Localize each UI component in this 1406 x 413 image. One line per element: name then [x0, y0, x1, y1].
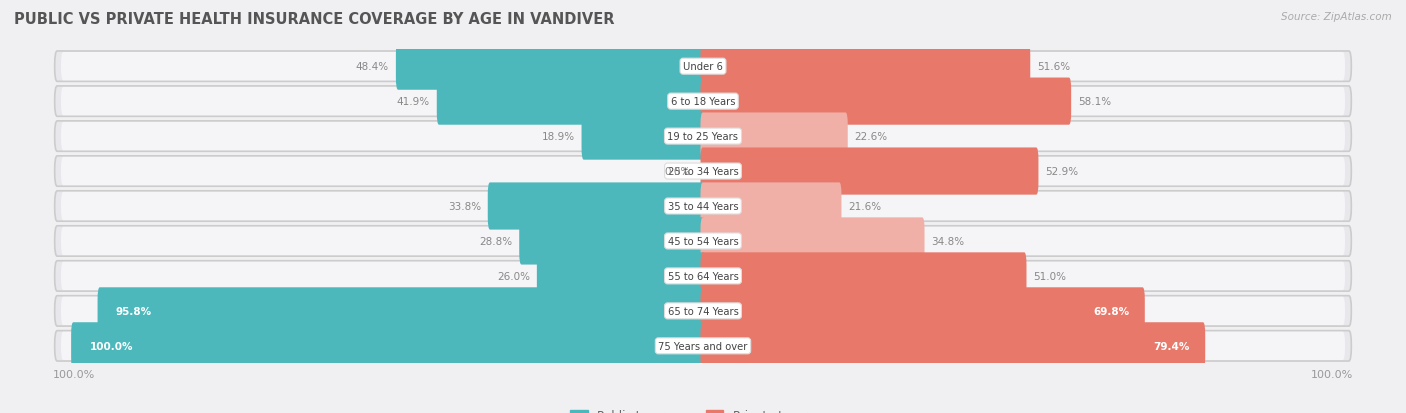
Text: 26.0%: 26.0% — [496, 271, 530, 281]
FancyBboxPatch shape — [55, 296, 1351, 326]
FancyBboxPatch shape — [55, 331, 1351, 361]
Text: 51.0%: 51.0% — [1033, 271, 1066, 281]
Text: 18.9%: 18.9% — [541, 132, 575, 142]
Text: 100.0%: 100.0% — [90, 341, 134, 351]
Text: 65 to 74 Years: 65 to 74 Years — [668, 306, 738, 316]
FancyBboxPatch shape — [396, 43, 706, 90]
FancyBboxPatch shape — [700, 253, 1026, 300]
Text: Source: ZipAtlas.com: Source: ZipAtlas.com — [1281, 12, 1392, 22]
FancyBboxPatch shape — [437, 78, 706, 126]
FancyBboxPatch shape — [55, 261, 1351, 292]
Text: 0.0%: 0.0% — [664, 166, 690, 177]
Text: 79.4%: 79.4% — [1154, 341, 1189, 351]
FancyBboxPatch shape — [519, 218, 706, 265]
FancyBboxPatch shape — [60, 123, 1346, 151]
Text: PUBLIC VS PRIVATE HEALTH INSURANCE COVERAGE BY AGE IN VANDIVER: PUBLIC VS PRIVATE HEALTH INSURANCE COVER… — [14, 12, 614, 27]
FancyBboxPatch shape — [55, 157, 1351, 187]
Text: 41.9%: 41.9% — [396, 97, 430, 107]
FancyBboxPatch shape — [700, 183, 841, 230]
FancyBboxPatch shape — [60, 192, 1346, 221]
FancyBboxPatch shape — [55, 52, 1351, 82]
FancyBboxPatch shape — [55, 226, 1351, 256]
Text: 69.8%: 69.8% — [1094, 306, 1129, 316]
Text: 52.9%: 52.9% — [1046, 166, 1078, 177]
Text: 35 to 44 Years: 35 to 44 Years — [668, 202, 738, 211]
FancyBboxPatch shape — [55, 87, 1351, 117]
FancyBboxPatch shape — [488, 183, 706, 230]
FancyBboxPatch shape — [700, 43, 1031, 90]
FancyBboxPatch shape — [700, 78, 1071, 126]
FancyBboxPatch shape — [60, 332, 1346, 360]
FancyBboxPatch shape — [72, 323, 706, 370]
Legend: Public Insurance, Private Insurance: Public Insurance, Private Insurance — [565, 404, 841, 413]
FancyBboxPatch shape — [60, 297, 1346, 325]
FancyBboxPatch shape — [60, 157, 1346, 186]
FancyBboxPatch shape — [700, 287, 1144, 335]
Text: 21.6%: 21.6% — [848, 202, 882, 211]
FancyBboxPatch shape — [55, 191, 1351, 222]
FancyBboxPatch shape — [60, 53, 1346, 81]
FancyBboxPatch shape — [537, 253, 706, 300]
FancyBboxPatch shape — [55, 121, 1351, 152]
Text: 28.8%: 28.8% — [479, 236, 512, 247]
Text: 58.1%: 58.1% — [1078, 97, 1111, 107]
Text: 6 to 18 Years: 6 to 18 Years — [671, 97, 735, 107]
FancyBboxPatch shape — [700, 323, 1205, 370]
Text: 25 to 34 Years: 25 to 34 Years — [668, 166, 738, 177]
Text: Under 6: Under 6 — [683, 62, 723, 72]
FancyBboxPatch shape — [97, 287, 706, 335]
Text: 75 Years and over: 75 Years and over — [658, 341, 748, 351]
Text: 33.8%: 33.8% — [447, 202, 481, 211]
Text: 51.6%: 51.6% — [1038, 62, 1070, 72]
Text: 22.6%: 22.6% — [855, 132, 887, 142]
Text: 48.4%: 48.4% — [356, 62, 389, 72]
FancyBboxPatch shape — [700, 113, 848, 160]
Text: 55 to 64 Years: 55 to 64 Years — [668, 271, 738, 281]
Text: 19 to 25 Years: 19 to 25 Years — [668, 132, 738, 142]
Text: 95.8%: 95.8% — [115, 306, 152, 316]
FancyBboxPatch shape — [700, 148, 1039, 195]
FancyBboxPatch shape — [60, 88, 1346, 116]
FancyBboxPatch shape — [60, 262, 1346, 290]
Text: 45 to 54 Years: 45 to 54 Years — [668, 236, 738, 247]
FancyBboxPatch shape — [60, 227, 1346, 256]
FancyBboxPatch shape — [700, 218, 925, 265]
FancyBboxPatch shape — [582, 113, 706, 160]
Text: 34.8%: 34.8% — [931, 236, 965, 247]
